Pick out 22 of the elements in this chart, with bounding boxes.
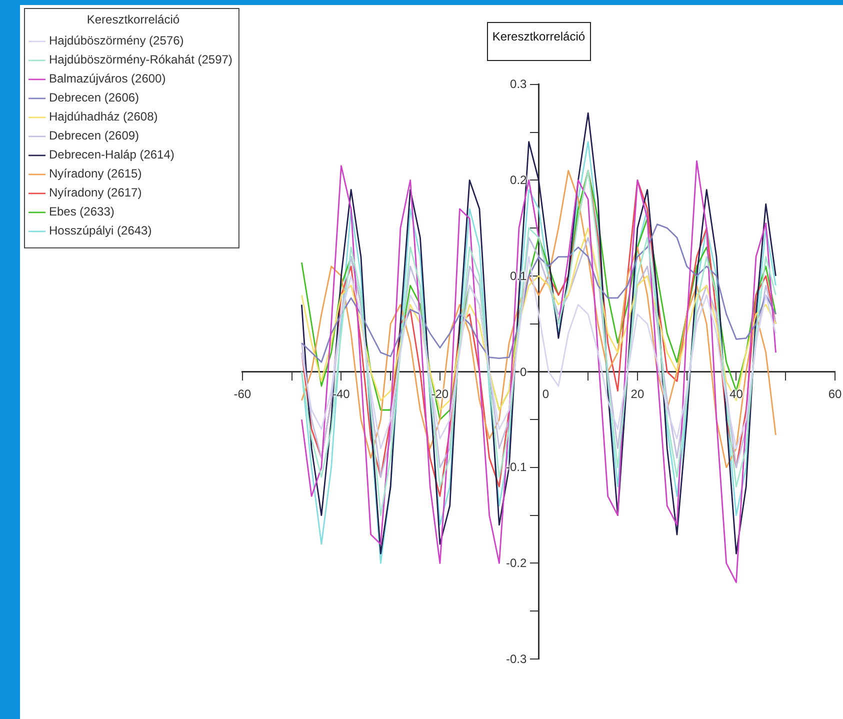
legend-label: Hosszúpályi (2643) xyxy=(49,224,152,238)
legend-label: Ebes (2633) xyxy=(49,204,114,219)
y-tick-label: -0.3 xyxy=(506,652,527,666)
x-tick-label: 60 xyxy=(828,386,842,401)
legend-label: Debrecen (2609) xyxy=(49,128,140,143)
legend-label: Debrecen (2606) xyxy=(49,90,140,105)
x-tick-label: -60 xyxy=(234,386,252,401)
y-tick-label: -0.2 xyxy=(506,556,527,570)
legend-label: Hajdúböszörmény (2576) xyxy=(49,34,184,48)
x-tick-label: 20 xyxy=(630,386,644,401)
y-tick-label: 0.3 xyxy=(510,77,527,92)
legend-label: Hajdúböszörmény-Rókahát (2597) xyxy=(49,52,232,67)
y-tick-label: 0.2 xyxy=(510,173,527,188)
chart-title: Keresztkorreláció xyxy=(492,30,586,44)
y-tick-label: 0 xyxy=(520,364,527,379)
x-tick-label: 0 xyxy=(542,386,550,401)
legend-label: Debrecen-Haláp (2614) xyxy=(49,148,174,162)
legend-title: Keresztkorreláció xyxy=(86,12,180,26)
legend-label: Nyíradony (2615) xyxy=(49,166,142,181)
legend-label: Hajdúhadház (2608) xyxy=(49,110,158,124)
legend-label: Nyíradony (2617) xyxy=(49,186,142,200)
legend-label: Balmazújváros (2600) xyxy=(49,72,166,86)
